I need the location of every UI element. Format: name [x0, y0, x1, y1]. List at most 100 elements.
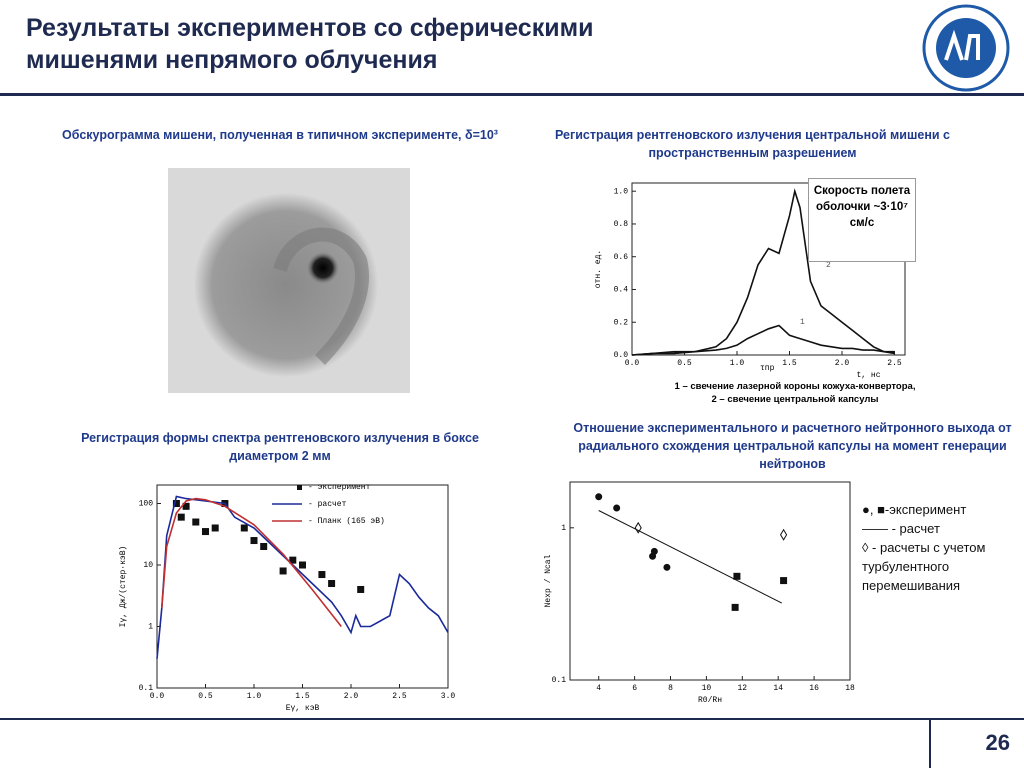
x-tick-label: 12 [738, 684, 748, 693]
point [260, 542, 268, 550]
note: 1 – свечение лазерной короны кожуха-конв… [674, 381, 916, 392]
y-axis-label: Nexp / Ncal [544, 554, 553, 607]
plot-frame [156, 484, 449, 689]
x-tick-label: 8 [668, 684, 673, 693]
page-number: 26 [985, 730, 1010, 755]
legend-entry: —— - расчет [862, 521, 940, 536]
x-axis-label: Eγ, кэВ [286, 704, 320, 713]
x-tick-label: 2.5 [887, 359, 902, 368]
x-axis-label: t, нс [856, 371, 880, 380]
y-tick-label: 0.0 [614, 351, 629, 360]
y-tick-label: 0.1 [552, 676, 567, 685]
logo [922, 4, 1010, 92]
x-tick-label: 2.5 [392, 692, 407, 701]
x-tick-label: 10 [702, 684, 712, 693]
point [289, 556, 297, 564]
y-tick-label: 1.0 [614, 187, 629, 196]
point [202, 528, 209, 536]
header-rule [0, 93, 1024, 96]
speed-box: Скорость полета оболочки ~3·10⁷ см/с [808, 178, 916, 262]
point [634, 521, 642, 534]
x-tick-label: 1.5 [295, 692, 310, 701]
caption: Регистрация формы спектра рентгеновского… [81, 431, 479, 463]
caption: Отношение экспериментального и расчетног… [573, 421, 1012, 469]
point [279, 567, 287, 575]
series-label: 2 [826, 261, 831, 270]
series-line [161, 497, 342, 627]
caption: Обскурограмма мишени, полученная в типич… [62, 128, 498, 142]
point [177, 513, 185, 521]
point [650, 547, 658, 555]
x-tick-label: 0.0 [150, 692, 165, 701]
legend: ●, ■-эксперимент —— - расчет ◊ - расчеты с… [862, 500, 1022, 595]
x-tick-label: 1.0 [247, 692, 262, 701]
x-tick-label: 16 [809, 684, 819, 693]
series-label: 1 [800, 318, 805, 327]
y-axis-label: отн. ед. [594, 250, 603, 288]
x-tick-label: 4 [596, 684, 601, 693]
curve-notes: 1 – свечение лазерной короны кожуха-конв… [600, 380, 990, 406]
point [250, 537, 258, 545]
y-tick-label: 0.6 [614, 253, 629, 262]
x-tick-label: 2.0 [344, 692, 359, 701]
footer-rule [0, 718, 1024, 720]
point [733, 572, 741, 580]
point [328, 580, 336, 588]
x-axis-label: R0/Rн [698, 696, 722, 705]
y-tick-label: 0.1 [139, 684, 154, 693]
point [357, 585, 365, 593]
point [192, 518, 200, 526]
footer-separator [929, 718, 931, 768]
point [211, 524, 219, 532]
obscurogram [168, 168, 410, 393]
point [780, 577, 788, 585]
caption: Регистрация рентгеновского излучения цен… [555, 128, 950, 160]
x-tick-label: 0.0 [625, 359, 640, 368]
series-line [156, 495, 449, 659]
point [780, 528, 788, 541]
series-line [598, 510, 783, 604]
x-tick-label: 1.0 [730, 359, 745, 368]
title-line: мишенями непрямого облучения [26, 46, 438, 74]
y-tick-label: 10 [143, 561, 153, 570]
point [318, 571, 326, 579]
x-tick-label: 14 [773, 684, 783, 693]
x-tick-label: 3.0 [441, 692, 456, 701]
point [172, 500, 180, 508]
y-tick-label: 1 [561, 524, 566, 533]
legend-label: - эксперимент [308, 483, 371, 492]
annotation: τпр [760, 364, 775, 373]
legend-label: - расчет [308, 500, 347, 509]
x-tick-label: 6 [632, 684, 637, 693]
point [182, 502, 190, 510]
legend-entry: ●, ■-эксперимент [862, 502, 967, 517]
x-tick-label: 18 [845, 684, 855, 693]
point [663, 563, 671, 571]
y-tick-label: 1 [148, 623, 153, 632]
y-axis-label: Iγ, Дж/(стер·кэВ) [119, 546, 128, 628]
title: Результаты экспериментов со сферическими… [26, 12, 593, 76]
plot-frame [631, 182, 906, 356]
plot-frame [569, 481, 851, 681]
y-tick-label: 100 [139, 500, 154, 509]
point [299, 561, 306, 569]
series-line [631, 188, 895, 356]
y-tick-label: 0.8 [614, 220, 629, 229]
x-tick-label: 0.5 [198, 692, 213, 701]
y-tick-label: 0.4 [614, 286, 629, 295]
y-tick-label: 0.2 [614, 318, 629, 327]
x-tick-label: 0.5 [677, 359, 692, 368]
point [613, 504, 621, 512]
legend-entry: ◊ - расчеты с учетом турбулентного перем… [862, 540, 986, 593]
x-tick-label: 2.0 [835, 359, 850, 368]
x-tick-label: 1.5 [782, 359, 797, 368]
series-line [631, 324, 895, 356]
legend-swatch [297, 485, 302, 490]
title-line: Результаты экспериментов со сферическими [26, 14, 594, 42]
point [240, 524, 248, 532]
legend-label: - Планк (165 эВ) [308, 517, 385, 526]
point [595, 493, 603, 501]
point [731, 603, 739, 611]
